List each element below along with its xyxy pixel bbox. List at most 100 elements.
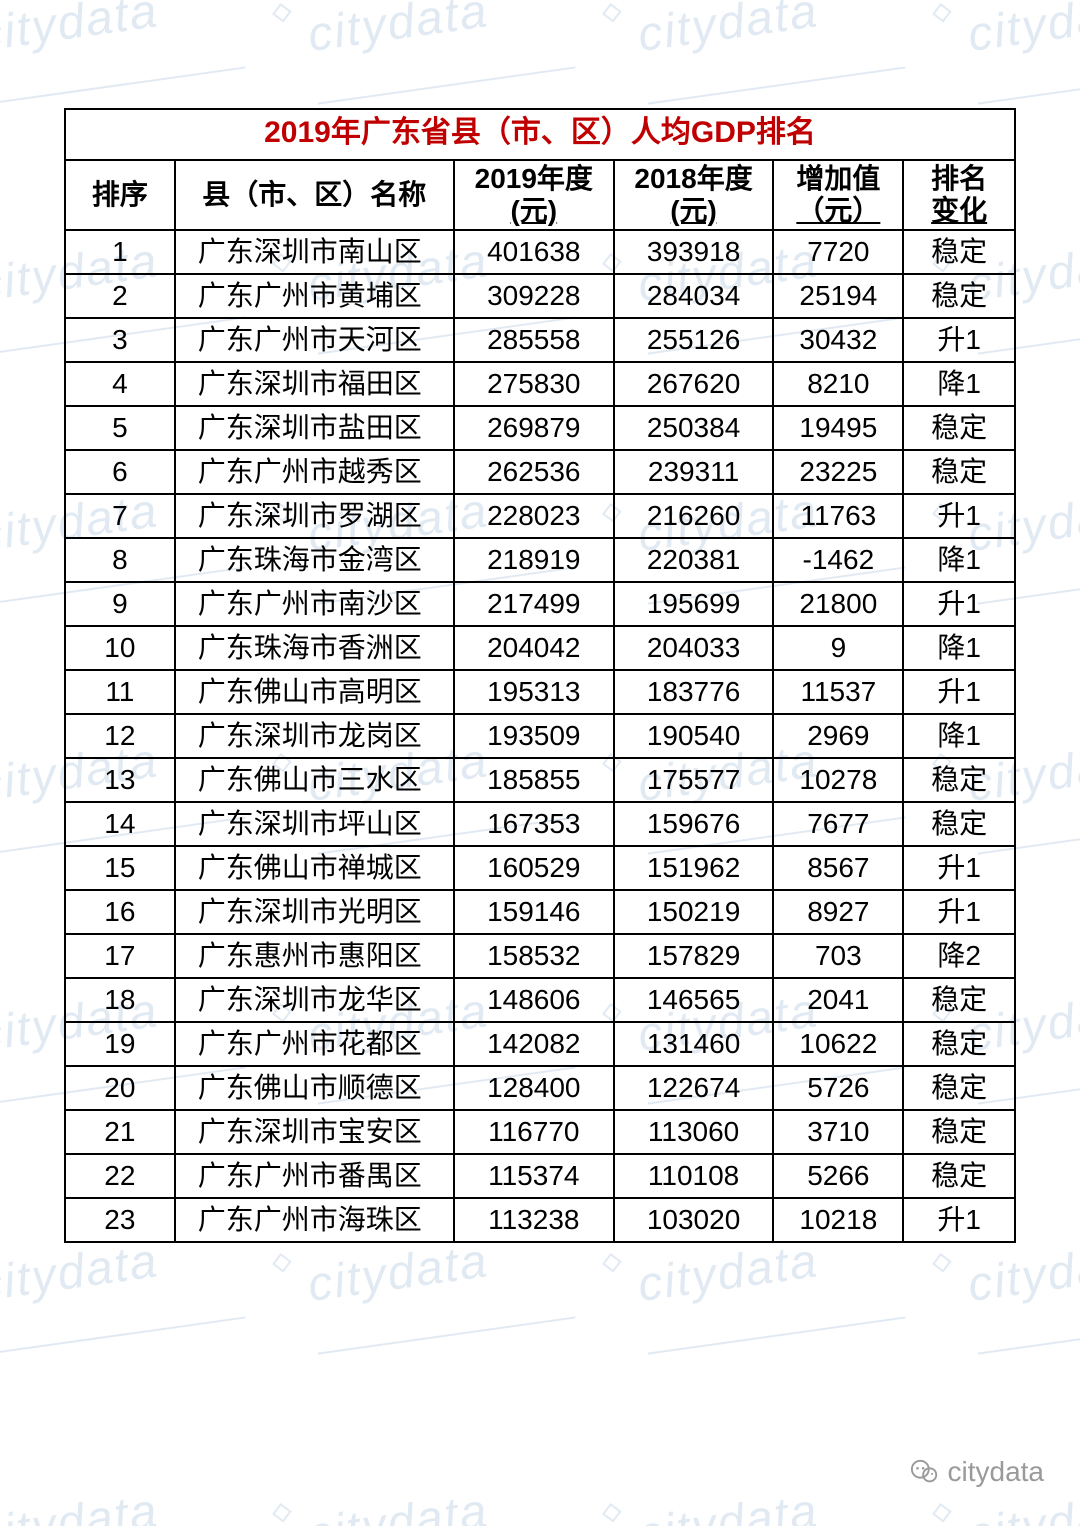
cell-2019: 269879 (454, 406, 614, 450)
cell-trend: 稳定 (903, 758, 1015, 802)
cell-trend: 升1 (903, 494, 1015, 538)
cell-2019: 185855 (454, 758, 614, 802)
cell-2019: 275830 (454, 362, 614, 406)
ranking-table-container: 2019年广东省县（市、区）人均GDP排名 排序 县（市、区）名称 2019年度… (64, 108, 1016, 1243)
cell-2019: 160529 (454, 846, 614, 890)
cell-2018: 239311 (614, 450, 774, 494)
table-row: 15广东佛山市禅城区1605291519628567升1 (65, 846, 1015, 890)
cell-inc: 7720 (773, 230, 903, 274)
cell-inc: 10278 (773, 758, 903, 802)
cell-2018: 216260 (614, 494, 774, 538)
table-row: 5广东深圳市盐田区26987925038419495稳定 (65, 406, 1015, 450)
table-row: 19广东广州市花都区14208213146010622稳定 (65, 1022, 1015, 1066)
cell-2018: 204033 (614, 626, 774, 670)
cell-name: 广东佛山市三水区 (175, 758, 454, 802)
cell-trend: 稳定 (903, 450, 1015, 494)
cell-name: 广东佛山市禅城区 (175, 846, 454, 890)
ranking-table: 2019年广东省县（市、区）人均GDP排名 排序 县（市、区）名称 2019年度… (64, 108, 1016, 1243)
cell-inc: 10218 (773, 1198, 903, 1242)
cell-inc: 8210 (773, 362, 903, 406)
cell-2018: 183776 (614, 670, 774, 714)
cell-2018: 267620 (614, 362, 774, 406)
cell-trend: 稳定 (903, 1022, 1015, 1066)
cell-trend: 升1 (903, 318, 1015, 362)
cell-rank: 4 (65, 362, 175, 406)
cell-trend: 稳定 (903, 1110, 1015, 1154)
cell-trend: 稳定 (903, 978, 1015, 1022)
cell-2019: 158532 (454, 934, 614, 978)
cell-rank: 18 (65, 978, 175, 1022)
cell-trend: 稳定 (903, 802, 1015, 846)
cell-trend: 降2 (903, 934, 1015, 978)
cell-trend: 降1 (903, 626, 1015, 670)
cell-2018: 151962 (614, 846, 774, 890)
cell-inc: 5726 (773, 1066, 903, 1110)
cell-rank: 7 (65, 494, 175, 538)
cell-2018: 146565 (614, 978, 774, 1022)
cell-2019: 262536 (454, 450, 614, 494)
cell-2019: 228023 (454, 494, 614, 538)
cell-2019: 128400 (454, 1066, 614, 1110)
cell-inc: 703 (773, 934, 903, 978)
cell-inc: 30432 (773, 318, 903, 362)
cell-2018: 131460 (614, 1022, 774, 1066)
cell-inc: 10622 (773, 1022, 903, 1066)
cell-trend: 稳定 (903, 1066, 1015, 1110)
col-header-2018: 2018年度(元) (614, 160, 774, 230)
brand-label: citydata (948, 1456, 1045, 1488)
cell-name: 广东佛山市高明区 (175, 670, 454, 714)
cell-2018: 190540 (614, 714, 774, 758)
cell-name: 广东广州市南沙区 (175, 582, 454, 626)
cell-trend: 降1 (903, 714, 1015, 758)
cell-inc: 11537 (773, 670, 903, 714)
cell-rank: 21 (65, 1110, 175, 1154)
cell-name: 广东深圳市南山区 (175, 230, 454, 274)
cell-2018: 110108 (614, 1154, 774, 1198)
cell-rank: 19 (65, 1022, 175, 1066)
table-row: 10广东珠海市香洲区2040422040339降1 (65, 626, 1015, 670)
cell-rank: 10 (65, 626, 175, 670)
cell-2019: 148606 (454, 978, 614, 1022)
cell-name: 广东深圳市坪山区 (175, 802, 454, 846)
cell-2018: 113060 (614, 1110, 774, 1154)
col-header-rank: 排序 (65, 160, 175, 230)
cell-2018: 159676 (614, 802, 774, 846)
cell-name: 广东深圳市福田区 (175, 362, 454, 406)
cell-2019: 116770 (454, 1110, 614, 1154)
cell-trend: 升1 (903, 1198, 1015, 1242)
table-row: 22广东广州市番禺区1153741101085266稳定 (65, 1154, 1015, 1198)
cell-rank: 11 (65, 670, 175, 714)
table-row: 2广东广州市黄埔区30922828403425194稳定 (65, 274, 1015, 318)
cell-rank: 1 (65, 230, 175, 274)
cell-2019: 204042 (454, 626, 614, 670)
wechat-icon (910, 1457, 940, 1487)
cell-rank: 8 (65, 538, 175, 582)
cell-inc: 11763 (773, 494, 903, 538)
cell-rank: 23 (65, 1198, 175, 1242)
cell-trend: 降1 (903, 538, 1015, 582)
cell-2018: 393918 (614, 230, 774, 274)
cell-2019: 309228 (454, 274, 614, 318)
table-row: 9广东广州市南沙区21749919569921800升1 (65, 582, 1015, 626)
cell-name: 广东深圳市光明区 (175, 890, 454, 934)
cell-inc: 8927 (773, 890, 903, 934)
table-row: 23广东广州市海珠区11323810302010218升1 (65, 1198, 1015, 1242)
cell-name: 广东广州市花都区 (175, 1022, 454, 1066)
cell-inc: 7677 (773, 802, 903, 846)
cell-2019: 167353 (454, 802, 614, 846)
cell-2019: 113238 (454, 1198, 614, 1242)
cell-name: 广东佛山市顺德区 (175, 1066, 454, 1110)
table-row: 3广东广州市天河区28555825512630432升1 (65, 318, 1015, 362)
cell-inc: -1462 (773, 538, 903, 582)
table-body: 1广东深圳市南山区4016383939187720稳定2广东广州市黄埔区3092… (65, 230, 1015, 1242)
cell-2018: 157829 (614, 934, 774, 978)
table-row: 14广东深圳市坪山区1673531596767677稳定 (65, 802, 1015, 846)
cell-rank: 13 (65, 758, 175, 802)
cell-2019: 142082 (454, 1022, 614, 1066)
cell-name: 广东广州市越秀区 (175, 450, 454, 494)
cell-2018: 103020 (614, 1198, 774, 1242)
cell-trend: 升1 (903, 846, 1015, 890)
cell-rank: 17 (65, 934, 175, 978)
cell-name: 广东珠海市金湾区 (175, 538, 454, 582)
table-row: 4广东深圳市福田区2758302676208210降1 (65, 362, 1015, 406)
